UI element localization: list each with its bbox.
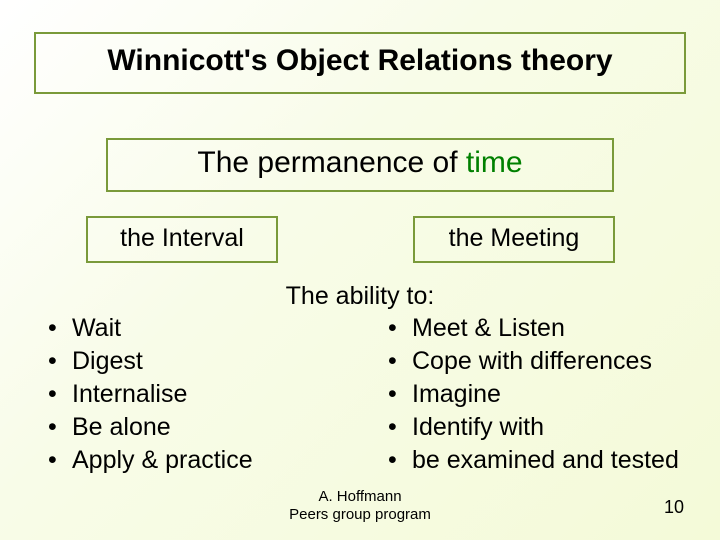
list-item: Meet & Listen (384, 312, 704, 345)
subtitle-box: The permanence of time (106, 138, 614, 192)
slide-title: Winnicott's Object Relations theory (107, 44, 612, 77)
column-header-left: the Interval (86, 216, 278, 263)
list-item: Be alone (44, 411, 354, 444)
list-item: Cope with differences (384, 345, 704, 378)
list-item: Digest (44, 345, 354, 378)
page-number: 10 (664, 497, 684, 518)
footer-author-line1: A. Hoffmann (318, 488, 401, 505)
list-item: Apply & practice (44, 444, 354, 477)
bullet-list-right: Meet & Listen Cope with differences Imag… (384, 312, 704, 477)
footer-author: A. Hoffmann Peers group program (0, 488, 720, 524)
list-item: Imagine (384, 378, 704, 411)
column-header-right: the Meeting (413, 216, 615, 263)
list-item: Wait (44, 312, 354, 345)
footer-author-line2: Peers group program (289, 506, 431, 523)
subtitle-accent: time (466, 146, 523, 179)
column-header-right-text: the Meeting (449, 224, 580, 252)
title-box: Winnicott's Object Relations theory (34, 32, 686, 94)
list-item: Internalise (44, 378, 354, 411)
bullet-list-left: Wait Digest Internalise Be alone Apply &… (44, 312, 354, 477)
column-header-left-text: the Interval (120, 224, 244, 252)
subtitle-prefix: The permanence of (197, 146, 466, 179)
ability-label: The ability to: (0, 282, 720, 311)
list-item: Identify with (384, 411, 704, 444)
list-item: be examined and tested (384, 444, 704, 477)
